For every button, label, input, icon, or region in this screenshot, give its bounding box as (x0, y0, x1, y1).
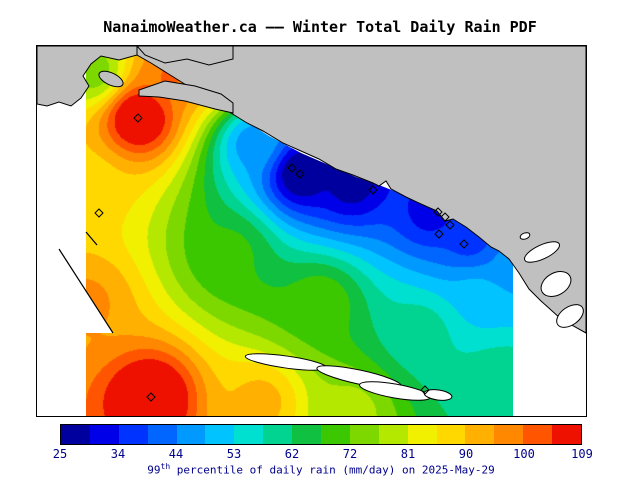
colorbar-tick: 44 (168, 447, 184, 461)
island-right-4 (519, 232, 531, 240)
station-marker (146, 392, 156, 402)
colorbar-segment (263, 425, 293, 444)
colorbar-tick: 72 (342, 447, 358, 461)
station-marker (94, 208, 104, 218)
caption-prefix: 99 (147, 463, 161, 477)
colorbar-tick: 90 (458, 447, 474, 461)
page-title: NanaimoWeather.ca —— Winter Total Daily … (103, 18, 537, 36)
station-marker (434, 229, 444, 239)
land-top-left-corner (37, 46, 138, 107)
map-area (36, 45, 587, 417)
station-marker (459, 239, 469, 249)
colorbar-segment (205, 425, 235, 444)
colorbar-tick: 25 (52, 447, 68, 461)
station-marker (287, 163, 297, 173)
colorbar-tick: 62 (284, 447, 300, 461)
colorbar-segment (147, 425, 177, 444)
island-right-3 (556, 304, 584, 328)
station-marker (440, 212, 450, 222)
colorbar-segment (494, 425, 524, 444)
station-marker (433, 207, 443, 217)
colorbar-segment (407, 425, 437, 444)
coastline-tick (85, 231, 98, 246)
colorbar-segment (89, 425, 119, 444)
island-chain-1 (244, 353, 328, 371)
colorbar-segment (349, 425, 379, 444)
coast-whiteout (37, 249, 113, 333)
colorbar-tick: 81 (400, 447, 416, 461)
colorbar-caption: 99th percentile of daily rain (mm/day) o… (60, 462, 582, 477)
station-marker (295, 169, 305, 179)
station-marker (445, 220, 455, 230)
colorbar-segment (465, 425, 495, 444)
land-top-strip (136, 46, 234, 66)
island-chain-4 (423, 389, 453, 401)
station-marker (133, 113, 143, 123)
colorbar-segment (552, 425, 582, 444)
colorbar-segment (523, 425, 553, 444)
colorbar-tick: 100 (513, 447, 535, 461)
caption-rest: percentile of daily rain (mm/day) on 202… (170, 463, 495, 477)
caption-superscript: th (160, 462, 171, 471)
colorbar-segment (61, 425, 90, 444)
colorbar (60, 424, 582, 445)
station-marker (420, 385, 430, 395)
colorbar-tick: 109 (571, 447, 593, 461)
colorbar-tick: 53 (226, 447, 242, 461)
island-right-1 (524, 241, 560, 263)
colorbar-ticks: 25 34 44 53 62 72 81 90 100 109 (53, 447, 593, 461)
colorbar-segment (436, 425, 466, 444)
colorbar-segment (321, 425, 350, 444)
map-overlay (37, 46, 586, 402)
colorbar-tick: 34 (110, 447, 126, 461)
island-right-2 (540, 271, 572, 297)
colorbar-segment (378, 425, 408, 444)
colorbar-segment (292, 425, 322, 444)
coastline-southwest (58, 248, 114, 334)
land-peninsula (138, 80, 234, 114)
colorbar-segment (118, 425, 148, 444)
land-small-island (98, 70, 124, 88)
station-marker (368, 185, 378, 195)
colorbar-segment (176, 425, 206, 444)
colorbar-segment (234, 425, 264, 444)
